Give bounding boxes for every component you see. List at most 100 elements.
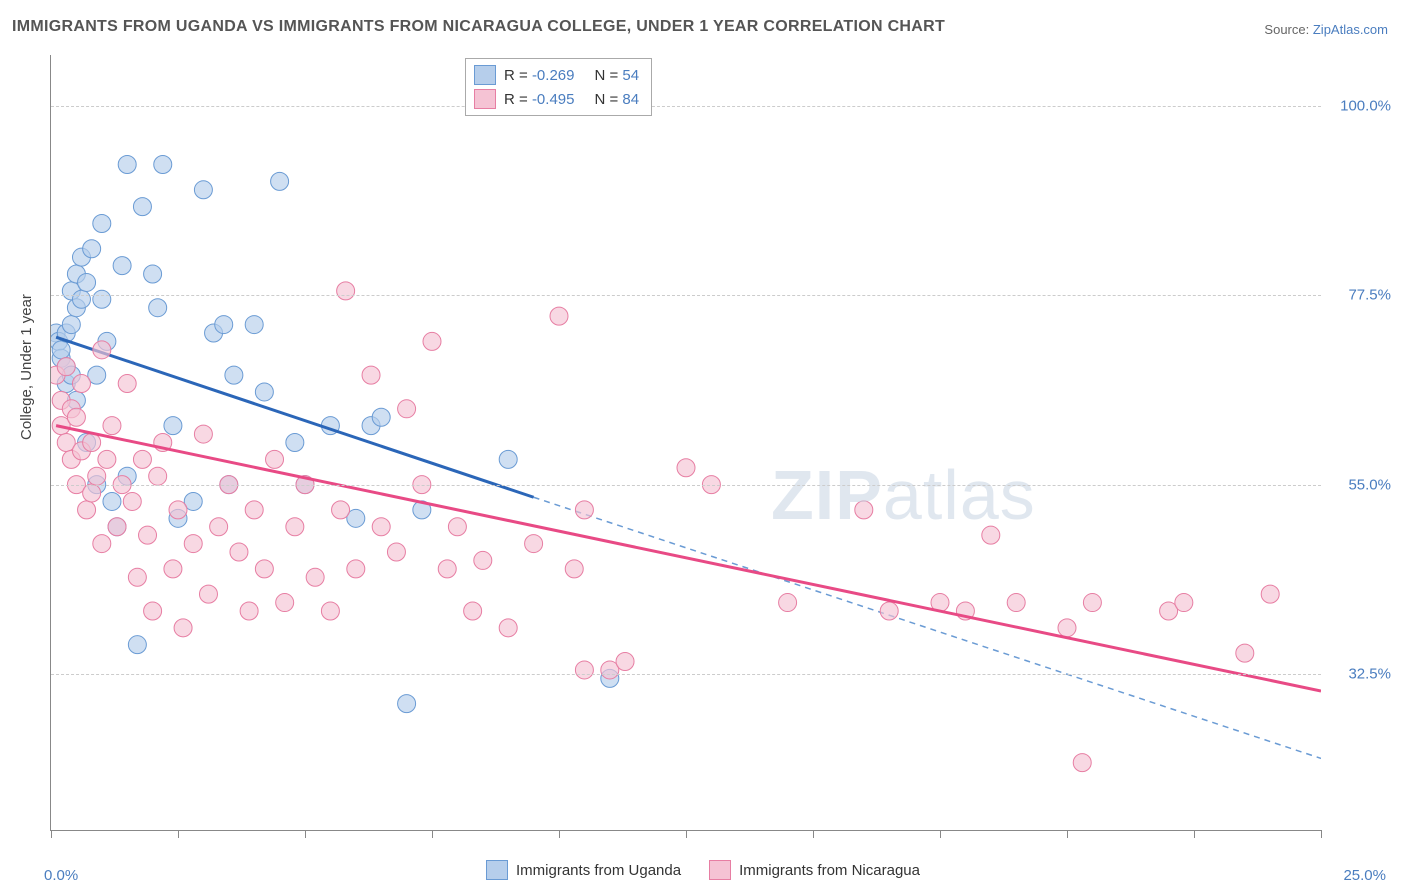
data-point	[1073, 754, 1091, 772]
data-point	[362, 366, 380, 384]
data-point	[62, 316, 80, 334]
series-legend: Immigrants from Uganda Immigrants from Ni…	[0, 860, 1406, 884]
gridline	[51, 106, 1321, 107]
data-point	[133, 198, 151, 216]
data-point	[1236, 644, 1254, 662]
data-point	[118, 375, 136, 393]
data-point	[169, 501, 187, 519]
legend-swatch	[709, 860, 731, 880]
data-point	[225, 366, 243, 384]
data-point	[438, 560, 456, 578]
x-tick	[1067, 830, 1068, 838]
data-point	[194, 181, 212, 199]
y-tick-label: 77.5%	[1331, 287, 1391, 304]
data-point	[215, 316, 233, 334]
data-point	[72, 290, 90, 308]
x-tick	[305, 830, 306, 838]
data-point	[113, 257, 131, 275]
data-point	[103, 417, 121, 435]
data-point	[286, 518, 304, 536]
y-tick-label: 32.5%	[1331, 666, 1391, 683]
x-tick	[51, 830, 52, 838]
data-point	[88, 467, 106, 485]
x-tick	[940, 830, 941, 838]
data-point	[210, 518, 228, 536]
data-point	[93, 341, 111, 359]
data-point	[52, 341, 70, 359]
data-point	[266, 450, 284, 468]
data-point	[372, 408, 390, 426]
data-point	[423, 332, 441, 350]
source-value: ZipAtlas.com	[1313, 22, 1388, 37]
data-point	[499, 619, 517, 637]
data-point	[184, 535, 202, 553]
data-point	[1083, 594, 1101, 612]
legend-n-stat: N = 54	[594, 67, 639, 84]
x-tick	[432, 830, 433, 838]
data-point	[306, 568, 324, 586]
data-point	[286, 434, 304, 452]
data-point	[149, 299, 167, 317]
data-point	[855, 501, 873, 519]
data-point	[240, 602, 258, 620]
data-point	[575, 661, 593, 679]
data-point	[57, 358, 75, 376]
data-point	[255, 560, 273, 578]
legend-series-label: Immigrants from Nicaragua	[739, 862, 920, 879]
data-point	[108, 518, 126, 536]
data-point	[128, 568, 146, 586]
data-point	[321, 602, 339, 620]
data-point	[276, 594, 294, 612]
data-point	[525, 535, 543, 553]
stats-legend: R = -0.269 N = 54 R = -0.495N = 84	[465, 58, 652, 116]
data-point	[245, 316, 263, 334]
data-point	[499, 450, 517, 468]
x-tick	[686, 830, 687, 838]
data-point	[139, 526, 157, 544]
data-point	[144, 602, 162, 620]
data-point	[164, 560, 182, 578]
data-point	[103, 492, 121, 510]
data-point	[98, 450, 116, 468]
legend-swatch	[474, 65, 496, 85]
data-point	[83, 484, 101, 502]
data-point	[174, 619, 192, 637]
data-point	[78, 501, 96, 519]
data-point	[72, 375, 90, 393]
x-tick	[1321, 830, 1322, 838]
x-tick	[178, 830, 179, 838]
data-point	[133, 450, 151, 468]
data-point	[575, 501, 593, 519]
data-point	[337, 282, 355, 300]
source-label: Source:	[1264, 22, 1309, 37]
data-point	[245, 501, 263, 519]
data-point	[464, 602, 482, 620]
data-point	[83, 434, 101, 452]
data-point	[565, 560, 583, 578]
data-point	[118, 156, 136, 174]
data-point	[779, 594, 797, 612]
data-point	[347, 560, 365, 578]
x-tick	[559, 830, 560, 838]
gridline	[51, 295, 1321, 296]
data-point	[1007, 594, 1025, 612]
data-point	[372, 518, 390, 536]
y-tick-label: 100.0%	[1331, 97, 1391, 114]
data-point	[255, 383, 273, 401]
data-point	[149, 467, 167, 485]
data-point	[387, 543, 405, 561]
data-point	[67, 408, 85, 426]
data-point	[194, 425, 212, 443]
gridline	[51, 485, 1321, 486]
data-point	[1175, 594, 1193, 612]
data-point	[550, 307, 568, 325]
legend-series-item: Immigrants from Uganda	[486, 860, 681, 880]
legend-stat-row: R = -0.495N = 84	[474, 87, 639, 111]
legend-r-stat: R = -0.269	[504, 67, 574, 84]
data-point	[144, 265, 162, 283]
legend-n-stat: N = 84	[594, 91, 639, 108]
legend-series-item: Immigrants from Nicaragua	[709, 860, 920, 880]
data-point	[123, 492, 141, 510]
chart-title: IMMIGRANTS FROM UGANDA VS IMMIGRANTS FRO…	[12, 18, 945, 36]
legend-series-label: Immigrants from Uganda	[516, 862, 681, 879]
